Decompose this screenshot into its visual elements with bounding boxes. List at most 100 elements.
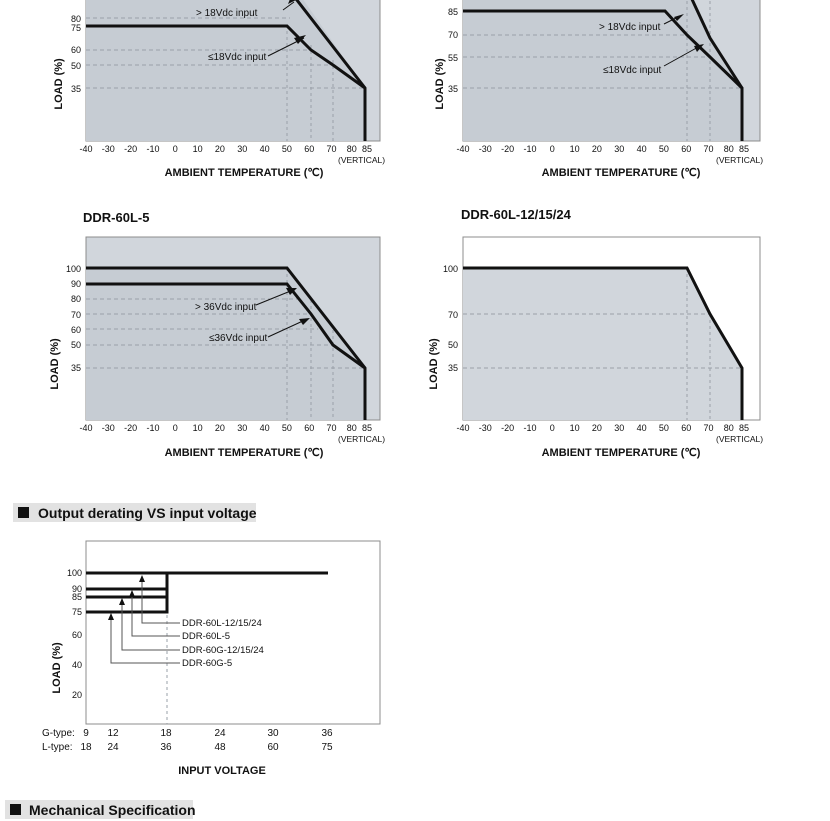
- x-tick-label: 85: [739, 144, 749, 154]
- y-tick-label: 35: [448, 363, 458, 373]
- x-tick-label: 10: [193, 144, 203, 154]
- vertical-note: (VERTICAL): [716, 155, 763, 165]
- l-type-axis: L-type: 18 24 36 48 60 75: [42, 742, 333, 753]
- x-axis-label: AMBIENT TEMPERATURE (℃): [542, 447, 701, 459]
- y-tick-label: 85: [72, 592, 82, 602]
- g-type-axis: G-type: 9 12 18 24 30 36: [42, 728, 333, 739]
- g-tick-label: 24: [214, 728, 226, 739]
- series-line-below-36v: [86, 282, 366, 370]
- y-tick-label: 70: [448, 30, 458, 40]
- x-tick-label: 50: [282, 144, 292, 154]
- annotation-leader: [255, 289, 294, 306]
- annotation-arrowhead: [694, 44, 704, 52]
- x-tick-label: 50: [282, 423, 292, 433]
- l-tick-label: 60: [267, 742, 279, 753]
- x-tick-label: -40: [79, 423, 92, 433]
- x-tick-label: 10: [570, 423, 580, 433]
- x-tick-label: 60: [304, 144, 314, 154]
- x-tick-label: 0: [173, 144, 178, 154]
- series-line: [463, 266, 744, 420]
- x-tick-label: 40: [637, 144, 647, 154]
- series-label: ≤18Vdc input: [603, 65, 662, 76]
- section-bullet-icon: [10, 804, 21, 815]
- x-tick-labels: -40 -30 -20 -10 0 10 20 30 40 50 60 70 80 85: [79, 423, 372, 433]
- g-tick-label: 36: [321, 728, 333, 739]
- x-tick-label: 10: [193, 423, 203, 433]
- l-type-label: L-type:: [42, 742, 73, 753]
- x-tick-label: 30: [237, 423, 247, 433]
- x-tick-label: 10: [570, 144, 580, 154]
- x-tick-label: -20: [124, 423, 137, 433]
- filled-region: [463, 0, 742, 141]
- y-tick-label: 70: [71, 310, 81, 320]
- series-label: DDR-60G-12/15/24: [182, 645, 264, 656]
- y-tick-label: 85: [448, 7, 458, 17]
- series-label: > 18Vdc input: [196, 8, 258, 19]
- plot-area-bottom: [85, 540, 381, 725]
- x-axis-label: AMBIENT TEMPERATURE (℃): [165, 167, 324, 179]
- x-tick-label: 0: [550, 144, 555, 154]
- y-axis-label: LOAD (%): [51, 642, 63, 694]
- x-tick-label: -20: [501, 144, 514, 154]
- series-line-below-18v: [690, 0, 744, 89]
- x-tick-label: 80: [724, 423, 734, 433]
- annotation-arrowhead: [119, 598, 125, 605]
- g-tick-label: 12: [107, 728, 119, 739]
- y-tick-label: 40: [72, 660, 82, 670]
- y-tick-label: 70: [448, 310, 458, 320]
- y-tick-label: 100: [67, 568, 82, 578]
- chart-top-right: > 18Vdc input ≤18Vdc input 85 70 55 35 L…: [434, 0, 763, 179]
- series-label: ≤18Vdc input: [208, 52, 267, 63]
- y-tick-labels: 80 75 60 50 35: [71, 14, 81, 94]
- series-label: DDR-60L-12/15/24: [182, 618, 262, 629]
- annotation-arrowhead: [108, 613, 114, 620]
- y-tick-labels: 85 70 55 35: [448, 7, 458, 94]
- y-tick-label: 35: [71, 84, 81, 94]
- x-tick-label: 20: [215, 423, 225, 433]
- chart-title: DDR-60L-12/15/24: [461, 207, 572, 222]
- x-tick-label: 70: [703, 423, 713, 433]
- series-label: ≤36Vdc input: [209, 333, 268, 344]
- annotation-leader: [141, 579, 180, 624]
- x-axis-label: INPUT VOLTAGE: [178, 765, 266, 777]
- x-tick-label: 0: [550, 423, 555, 433]
- x-tick-label: -40: [456, 423, 469, 433]
- x-tick-labels: -40 -30 -20 -10 0 10 20 30 40 50 60 70 80 85: [456, 144, 749, 154]
- series-line-60g-5: [86, 573, 169, 614]
- section-title: Output derating VS input voltage: [38, 505, 257, 521]
- x-tick-label: 30: [237, 144, 247, 154]
- vertical-note: (VERTICAL): [338, 434, 385, 444]
- y-tick-label: 35: [71, 363, 81, 373]
- section-header-mechanical: Mechanical Specification: [5, 800, 196, 819]
- x-tick-label: 40: [637, 423, 647, 433]
- section-header-derating: Output derating VS input voltage: [13, 503, 257, 522]
- x-tick-label: -40: [79, 144, 92, 154]
- x-tick-label: -30: [102, 144, 115, 154]
- g-tick-label: 30: [267, 728, 279, 739]
- series-label: DDR-60G-5: [182, 658, 232, 669]
- annotation-leader: [282, 1, 295, 11]
- section-bullet-icon: [18, 507, 29, 518]
- chart-input-voltage: DDR-60L-12/15/24 DDR-60L-5 DDR-60G-12/15…: [42, 568, 333, 777]
- y-axis-label: LOAD (%): [428, 338, 440, 390]
- y-tick-label: 80: [71, 294, 81, 304]
- annotation-leader: [121, 601, 180, 651]
- x-tick-label: 20: [592, 423, 602, 433]
- y-tick-label: 80: [71, 14, 81, 24]
- annotation-leader: [110, 616, 180, 664]
- x-tick-label: 40: [260, 144, 270, 154]
- y-tick-label: 60: [71, 45, 81, 55]
- x-tick-label: 0: [173, 423, 178, 433]
- filled-region: [86, 268, 365, 420]
- series-label: DDR-60L-5: [182, 631, 230, 642]
- annotation-leader: [131, 593, 180, 637]
- x-tick-label: 30: [614, 423, 624, 433]
- y-tick-label: 90: [71, 279, 81, 289]
- y-axis-label: LOAD (%): [49, 338, 61, 390]
- x-tick-label: 85: [362, 423, 372, 433]
- x-tick-label: -40: [456, 144, 469, 154]
- l-tick-label: 75: [321, 742, 333, 753]
- x-tick-labels: -40 -30 -20 -10 0 10 20 30 40 50 60 70 80 85: [79, 144, 372, 154]
- x-tick-label: 30: [614, 144, 624, 154]
- g-tick-label: 9: [83, 728, 89, 739]
